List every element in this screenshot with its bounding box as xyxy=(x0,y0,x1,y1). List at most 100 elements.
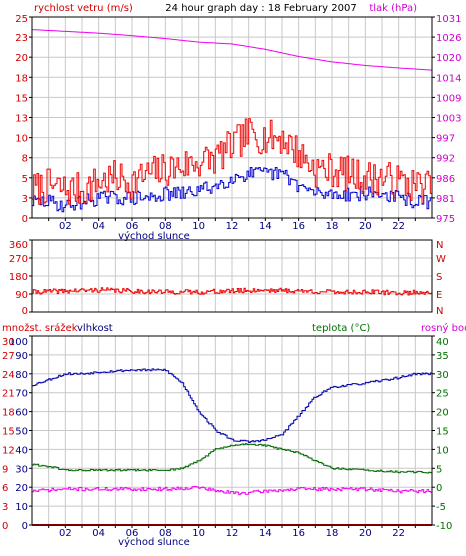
humidity-panel-x-tick-label: 04 xyxy=(92,528,105,539)
pressure-tick-label: 997 xyxy=(436,134,455,145)
humidity-tick-label: 10 xyxy=(15,502,28,513)
wind-speed-panel-x-tick-label: 02 xyxy=(59,221,72,232)
temperature-tick-label: 25 xyxy=(436,389,449,400)
humidity-tick-label: 80 xyxy=(15,370,28,381)
sunrise-label-bottom: východ slunce xyxy=(118,536,190,548)
humidity-panel-x-tick-label: 16 xyxy=(292,528,305,539)
precip-tick-label: 27 xyxy=(2,351,15,362)
temperature-tick-label: 20 xyxy=(436,408,449,419)
compass-label: W xyxy=(436,254,446,265)
wind-direction-tick-label: 360 xyxy=(9,240,28,251)
wind-speed-panel-x-tick-label: 10 xyxy=(192,221,205,232)
humidity-tick-label: 50 xyxy=(15,427,28,438)
temperature-tick-label: 35 xyxy=(436,351,449,362)
humidity-tick-label: 30 xyxy=(15,464,28,475)
temperature-tick-label: 5 xyxy=(436,464,442,475)
wind-direction-tick-label: 0 xyxy=(22,306,28,317)
temperature-tick-label: -5 xyxy=(436,502,446,513)
precip-tick-label: 18 xyxy=(2,408,15,419)
wind-speed-panel-x-tick-label: 12 xyxy=(226,221,239,232)
humidity-panel-x-tick-label: 20 xyxy=(359,528,372,539)
chart-title: 24 hour graph day : 18 February 2007 xyxy=(165,3,356,14)
sunrise-label-top: východ slunce xyxy=(118,230,190,242)
wind-direction-tick-label: 90 xyxy=(15,290,28,301)
wind-direction-tick-label: 270 xyxy=(9,254,28,265)
tick-layer: 02 04 06 08 10 12 14 16 18 20 22035810131518202325… xyxy=(2,14,461,539)
pressure-tick-label: 1031 xyxy=(436,14,461,25)
temperature-tick-label: 40 xyxy=(436,337,449,348)
gust-series-line xyxy=(32,167,433,213)
humidity-series-line xyxy=(32,368,433,443)
precip-tick-label: 0 xyxy=(2,521,8,532)
compass-label: N xyxy=(436,306,443,317)
wind-speed-tick-label: 3 xyxy=(22,194,28,205)
pressure-tick-label: 986 xyxy=(436,174,455,185)
humidity-panel-x-tick-label: 08 xyxy=(159,528,172,539)
humidity-axis-title: vlhkost xyxy=(77,323,113,334)
wind-speed-panel-x-tick-label: 14 xyxy=(259,221,272,232)
temperature-series-line xyxy=(32,443,433,474)
temperature-tick-label: 15 xyxy=(436,427,449,438)
dewpoint-series-line xyxy=(32,485,433,496)
temperature-axis-title: teplota (°C) xyxy=(312,323,370,334)
wind-speed-tick-label: 13 xyxy=(15,114,28,125)
pressure-series-line xyxy=(31,29,433,71)
precip-axis-title: množst. srážek xyxy=(2,322,78,334)
direction-series-line xyxy=(32,287,433,296)
compass-label: N xyxy=(436,240,443,251)
temperature-tick-label: 0 xyxy=(436,483,442,494)
wind-speed-panel-x-tick-label: 08 xyxy=(159,221,172,232)
humidity-tick-label: 70 xyxy=(15,389,28,400)
humidity-panel-x-tick-label: 12 xyxy=(226,528,239,539)
pressure-tick-label: 992 xyxy=(436,154,455,165)
humidity-tick-label: 0 xyxy=(22,521,28,532)
humidity-panel-x-tick-label: 02 xyxy=(59,528,72,539)
pressure-axis-title: tlak (hPa) xyxy=(369,3,417,14)
temperature-tick-label: -10 xyxy=(436,521,452,532)
precip-tick-label: 9 xyxy=(2,464,8,475)
dewpoint-axis-title: rosný bod xyxy=(421,322,466,334)
wind-speed-panel-x-tick-label: 20 xyxy=(359,221,372,232)
pressure-tick-label: 981 xyxy=(436,194,455,205)
grid-layer xyxy=(32,17,432,525)
pressure-tick-label: 975 xyxy=(436,214,455,225)
speed-series-line xyxy=(32,118,433,205)
compass-label: S xyxy=(436,272,442,283)
wind-speed-tick-label: 15 xyxy=(15,93,28,104)
pressure-tick-label: 1003 xyxy=(436,114,461,125)
wind-speed-axis-title: rychlost vetru (m/s) xyxy=(34,3,133,14)
precip-tick-label: 3 xyxy=(2,502,8,513)
wind-speed-panel-x-tick-label: 18 xyxy=(326,221,339,232)
wind-speed-tick-label: 20 xyxy=(15,53,28,64)
precip-tick-label: 6 xyxy=(2,483,8,494)
humidity-tick-label: 90 xyxy=(15,351,28,362)
wind-speed-tick-label: 0 xyxy=(22,214,28,225)
humidity-panel-x-tick-label: 22 xyxy=(392,528,405,539)
humidity-tick-label: 100 xyxy=(9,337,28,348)
pressure-tick-label: 1009 xyxy=(436,93,461,104)
pressure-tick-label: 1026 xyxy=(436,33,461,44)
pressure-tick-label: 1014 xyxy=(436,73,461,84)
humidity-panel-x-tick-label: 18 xyxy=(326,528,339,539)
wind-speed-tick-label: 25 xyxy=(15,14,28,25)
pressure-tick-label: 1020 xyxy=(436,53,461,64)
compass-label: E xyxy=(436,290,442,301)
humidity-tick-label: 60 xyxy=(15,408,28,419)
wind-speed-panel-x-tick-label: 22 xyxy=(392,221,405,232)
humidity-panel-x-tick-label: 10 xyxy=(192,528,205,539)
humidity-panel-grid xyxy=(32,336,432,525)
wind-speed-tick-label: 10 xyxy=(15,134,28,145)
humidity-tick-label: 20 xyxy=(15,483,28,494)
wind-direction-tick-label: 180 xyxy=(9,272,28,283)
wind-speed-tick-label: 23 xyxy=(15,33,28,44)
wind-speed-panel-x-tick-label: 04 xyxy=(92,221,105,232)
wind-speed-panel-x-tick-label: 06 xyxy=(126,221,139,232)
humidity-panel-x-tick-label: 14 xyxy=(259,528,272,539)
temperature-tick-label: 10 xyxy=(436,445,449,456)
wind-speed-tick-label: 5 xyxy=(22,174,28,185)
wind-speed-tick-label: 8 xyxy=(22,154,28,165)
precip-tick-label: 12 xyxy=(2,445,15,456)
wind-speed-panel-x-tick-label: 16 xyxy=(292,221,305,232)
precip-tick-label: 30 xyxy=(2,337,15,348)
